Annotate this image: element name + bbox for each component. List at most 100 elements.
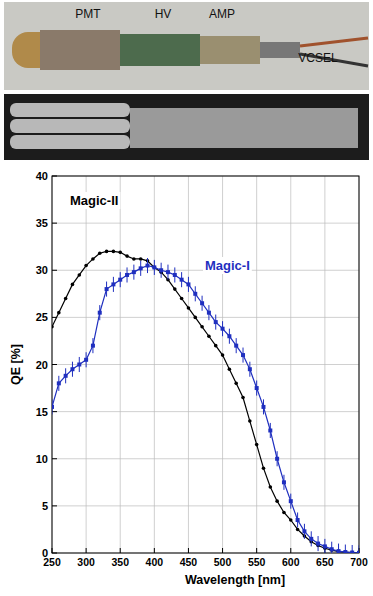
marker — [64, 297, 68, 301]
marker — [118, 251, 122, 255]
series-line — [52, 266, 359, 553]
marker — [98, 251, 102, 255]
marker — [193, 316, 197, 320]
marker — [139, 266, 143, 270]
tick — [52, 270, 57, 271]
tick — [52, 176, 57, 177]
tick-label: 250 — [43, 556, 61, 568]
marker — [296, 518, 300, 522]
grid-line — [52, 458, 359, 459]
marker — [173, 287, 177, 291]
marker — [180, 278, 184, 282]
marker — [302, 529, 306, 533]
marker — [52, 325, 54, 329]
tick — [52, 553, 57, 554]
tick-label: 550 — [248, 556, 266, 568]
tick-label: 700 — [350, 556, 368, 568]
cable — [300, 38, 368, 46]
photo-label: AMP — [209, 7, 235, 21]
grid-line — [188, 176, 189, 553]
marker — [84, 264, 88, 268]
tick-label: 350 — [111, 556, 129, 568]
marker — [296, 528, 300, 532]
marker — [255, 386, 259, 390]
marker — [77, 273, 81, 277]
grid-line — [154, 176, 155, 553]
tick — [52, 548, 53, 553]
marker — [234, 344, 238, 348]
marker — [343, 550, 347, 553]
marker — [200, 301, 204, 305]
marker — [350, 551, 354, 553]
label-bg — [68, 192, 120, 209]
marker — [350, 551, 354, 553]
marker — [261, 405, 265, 409]
tick-label: 25 — [36, 311, 48, 323]
pmt-base — [40, 30, 120, 70]
tick — [154, 548, 155, 553]
label-bg — [203, 257, 252, 274]
connector — [260, 42, 300, 58]
grid-line — [52, 505, 359, 506]
marker — [268, 428, 272, 432]
tube — [10, 119, 130, 133]
marker — [118, 278, 122, 282]
marker — [193, 292, 197, 296]
tick — [52, 458, 57, 459]
metal-plate — [130, 108, 358, 148]
marker — [84, 358, 88, 362]
marker — [180, 297, 184, 301]
marker — [221, 353, 225, 357]
grid-line — [222, 176, 223, 553]
marker — [139, 257, 143, 261]
tick — [52, 411, 57, 412]
marker — [207, 311, 211, 315]
grid-line — [256, 176, 257, 553]
marker — [330, 547, 334, 551]
figure: PMTHVAMPVCSEL051015202530354025030035040… — [0, 0, 373, 596]
marker — [241, 396, 245, 400]
photo-label: VCSEL — [298, 51, 338, 65]
tube — [10, 103, 130, 117]
grid-line — [52, 411, 359, 412]
grid-line — [52, 223, 359, 224]
marker — [344, 550, 348, 553]
marker — [105, 287, 109, 291]
marker — [323, 544, 327, 548]
tick — [120, 548, 121, 553]
marker — [275, 457, 279, 461]
marker — [98, 311, 102, 315]
tick — [256, 548, 257, 553]
marker — [112, 250, 116, 254]
marker — [52, 405, 54, 409]
marker — [146, 264, 150, 268]
marker — [337, 550, 341, 553]
tick — [52, 223, 57, 224]
tick-label: 10 — [36, 453, 48, 465]
amp-board — [200, 36, 260, 64]
axis-title: Wavelength [nm] — [185, 573, 285, 587]
marker — [71, 283, 75, 287]
photo-top — [4, 2, 369, 90]
marker — [289, 499, 293, 503]
photo-bottom — [4, 94, 369, 160]
marker — [241, 353, 245, 357]
tick-label: 650 — [316, 556, 334, 568]
marker — [275, 499, 279, 503]
tube — [10, 135, 130, 149]
tick-label: 400 — [146, 556, 164, 568]
marker — [77, 363, 81, 367]
series-line — [52, 251, 359, 553]
photo-label: PMT — [75, 7, 101, 21]
tick — [52, 364, 57, 365]
marker — [255, 443, 259, 447]
grid-line — [52, 317, 359, 318]
tick-label: 15 — [36, 406, 48, 418]
grid-line — [324, 176, 325, 553]
marker — [248, 367, 252, 371]
marker — [125, 273, 129, 277]
grid-line — [290, 176, 291, 553]
marker — [262, 466, 266, 470]
marker — [111, 282, 115, 286]
marker — [289, 518, 293, 522]
